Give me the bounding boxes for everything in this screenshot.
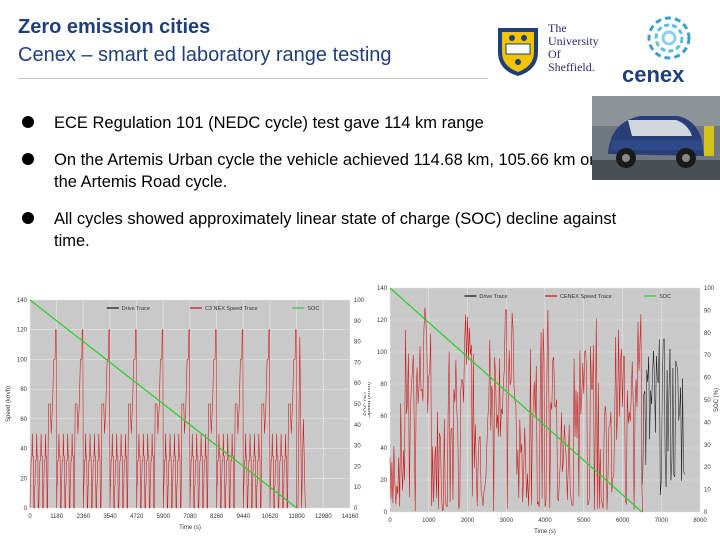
x-tick-label: 9440	[237, 514, 251, 520]
legend-label: Drive Trace	[479, 294, 507, 300]
x-tick-label: 4720	[130, 514, 144, 520]
legend-label: SOC	[659, 294, 671, 300]
y-tick-label: 140	[377, 286, 388, 292]
y2-tick-label: 100	[354, 298, 365, 304]
x-tick-label: 7000	[655, 518, 669, 524]
y2-tick-label: 40	[704, 420, 711, 426]
x-tick-label: 11800	[289, 514, 306, 520]
x-tick-label: 5900	[157, 514, 171, 520]
y-tick-label: 0	[24, 506, 28, 512]
legend-label: Drive Trace	[122, 306, 150, 312]
y2-tick-label: 70	[704, 353, 711, 359]
y2-tick-label: 10	[704, 488, 711, 494]
slide-subtitle: Cenex – smart ed laboratory range testin…	[18, 44, 392, 66]
y2-tick-label: 10	[354, 485, 361, 491]
bullet-icon	[22, 116, 34, 128]
y2-tick-label: 70	[354, 360, 361, 366]
y2-tick-label: 80	[354, 340, 361, 346]
x-tick-label: 5000	[577, 518, 591, 524]
y-tick-label: 40	[20, 447, 27, 453]
y2-tick-label: 20	[354, 464, 361, 470]
university-crest-icon	[498, 28, 538, 76]
x-tick-label: 3000	[500, 518, 514, 524]
y-tick-label: 120	[377, 318, 388, 324]
x-tick-label: 8000	[693, 518, 707, 524]
y2-tick-label: 90	[354, 319, 361, 325]
y-tick-label: 40	[380, 446, 387, 452]
x-axis-label: Time (s)	[534, 529, 556, 535]
x-tick-label: 10620	[262, 514, 279, 520]
x-tick-label: 3540	[103, 514, 117, 520]
y-tick-label: 140	[17, 298, 28, 304]
y-axis-label: Speed (km/h)	[6, 386, 12, 422]
y-tick-label: 120	[17, 328, 28, 334]
x-tick-label: 0	[28, 514, 32, 520]
y2-tick-label: 100	[704, 286, 715, 292]
y2-tick-label: 90	[704, 308, 711, 314]
x-tick-label: 6000	[616, 518, 630, 524]
cenex-logo-icon	[647, 16, 691, 60]
bullet-item: ECE Regulation 101 (NEDC cycle) test gav…	[18, 112, 618, 134]
y2-tick-label: 60	[354, 381, 361, 387]
y-tick-label: 0	[384, 510, 388, 516]
x-tick-label: 2360	[77, 514, 91, 520]
bullet-icon	[22, 153, 34, 165]
x-tick-label: 1000	[422, 518, 436, 524]
cenex-speed-trace-line	[389, 307, 643, 513]
y2-tick-label: 40	[354, 423, 361, 429]
x-tick-label: 8260	[210, 514, 224, 520]
y-axis-label: Speed (km/h)	[368, 382, 372, 418]
y2-tick-label: 30	[704, 443, 711, 449]
bullet-icon	[22, 212, 34, 224]
university-logo-text: The University Of Sheffield.	[548, 21, 599, 74]
y-tick-label: 60	[380, 414, 387, 420]
y-tick-label: 80	[380, 382, 387, 388]
bullet-item: All cycles showed approximately linear s…	[18, 208, 618, 252]
y2-tick-label: 80	[704, 331, 711, 337]
legend-label: CENEX Speed Trace	[560, 294, 612, 300]
bullet-list: ECE Regulation 101 (NEDC cycle) test gav…	[18, 112, 618, 267]
y-tick-label: 20	[20, 476, 27, 482]
y-tick-label: 80	[20, 387, 27, 393]
x-tick-label: 14160	[342, 514, 359, 520]
y2-tick-label: 30	[354, 444, 361, 450]
soc-line	[29, 299, 298, 509]
slide-title: Zero emission cities	[18, 16, 211, 38]
x-tick-label: 12980	[315, 514, 332, 520]
x-tick-label: 4000	[538, 518, 552, 524]
y2-tick-label: 0	[704, 510, 708, 516]
y2-tick-label: 50	[354, 402, 361, 408]
legend-label: SOC	[307, 306, 319, 312]
x-tick-label: 1180	[50, 514, 64, 520]
cenex-logo-text: cenex	[622, 62, 685, 87]
legend-label: C3 NEX Speed Trace	[205, 306, 258, 312]
y2-axis-label: SOC (%)	[714, 388, 720, 412]
cenex-speed-trace-line	[29, 329, 306, 509]
y2-tick-label: 50	[704, 398, 711, 404]
x-tick-label: 7080	[183, 514, 197, 520]
nedc-range-chart: 0 1180 2360 3540 4720 5900 7080 8260 9440 10620 11…	[6, 298, 366, 531]
y-tick-label: 100	[377, 350, 388, 356]
drive-trace-line	[641, 337, 685, 496]
y2-tick-label: 20	[704, 465, 711, 471]
title-divider	[18, 78, 488, 79]
y-tick-label: 20	[380, 478, 387, 484]
artemis-road-range-chart: 0 1000 2000 3000 4000 5000 6000 7000 80000204060…	[368, 286, 720, 535]
car-photo	[592, 96, 720, 180]
bullet-item: On the Artemis Urban cycle the vehicle a…	[18, 149, 618, 193]
y2-axis-label: SOC (%)	[364, 392, 366, 416]
y2-tick-label: 60	[704, 376, 711, 382]
y-tick-label: 100	[17, 357, 28, 363]
soc-line	[389, 287, 643, 513]
y-tick-label: 60	[20, 417, 27, 423]
x-tick-label: 0	[388, 518, 392, 524]
x-tick-label: 2000	[461, 518, 475, 524]
y2-tick-label: 0	[354, 506, 358, 512]
x-axis-label: Time (s)	[179, 525, 201, 531]
